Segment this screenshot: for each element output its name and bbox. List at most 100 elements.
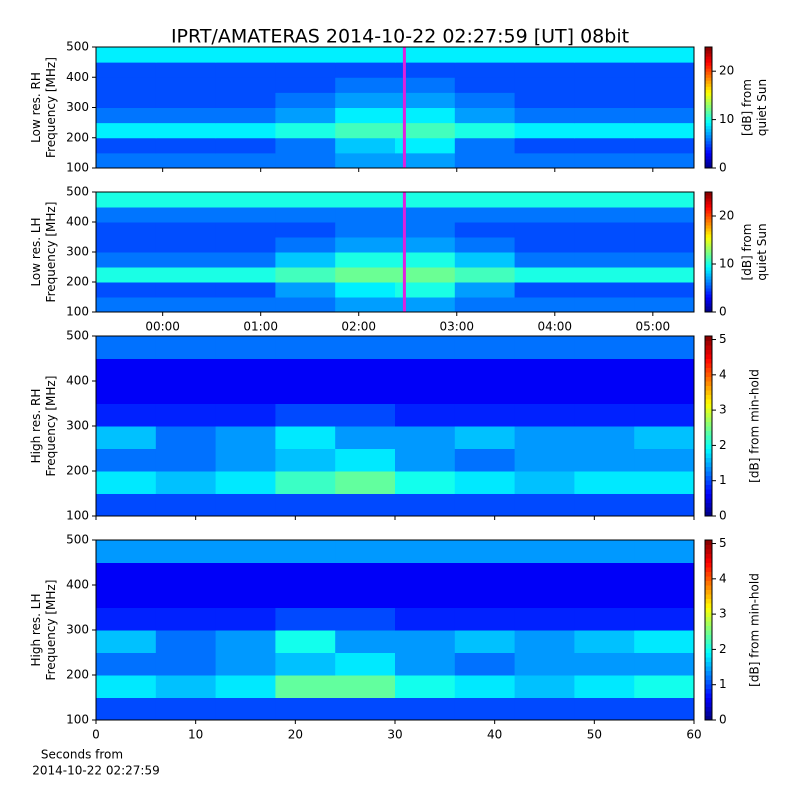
colorbar-segment [705,466,712,472]
heat-cell [454,77,516,93]
y-axis-label: Frequency [MHz] [44,580,58,681]
heat-cell [454,47,516,63]
colorbar-segment [705,666,712,671]
heat-cell [215,297,276,313]
heat-cell [215,192,276,208]
heat-cell [454,207,516,223]
heat-cell [96,358,157,382]
colorbar-segment [705,562,712,568]
colorbar-segment [705,675,712,680]
heat-cell [574,92,635,108]
heat-cell [215,562,276,586]
y-tick-label: 200 [66,130,89,144]
heat-cell [395,448,456,472]
heat-cell [634,403,695,427]
heat-cell [634,282,695,298]
heat-cell [634,237,695,253]
heat-cell [335,62,396,78]
heat-cell [215,107,276,124]
heat-cell [155,222,217,238]
heat-cell [96,47,157,63]
colorbar-segment [705,603,712,608]
heat-cell [454,237,516,253]
colorbar-label: [dB] from [740,79,754,136]
heat-cell [514,562,575,586]
heat-cell [335,697,396,721]
colorbar-segment [705,540,712,545]
heat-cell [335,358,396,382]
heat-cell [335,77,396,93]
colorbar-segment [705,119,712,124]
heat-cell [395,282,456,298]
heat-cell [275,697,336,721]
heat-cell [275,493,336,517]
heat-cell [454,92,516,108]
heat-cell [514,697,575,721]
heat-cell [335,403,396,427]
colorbar-segment [705,261,712,265]
heat-cell [275,585,336,608]
heat-cell [96,207,157,223]
x-tick-label: 40 [487,728,502,742]
heat-cell [395,607,456,631]
colorbar-segment [705,679,712,685]
colorbar-segment [705,426,712,431]
heat-cell [155,192,217,208]
colorbar-segment [705,98,712,102]
heat-cell [395,403,456,427]
colorbar-tick-label: 4 [719,571,727,585]
heat-cell [574,192,635,208]
heat-cell [96,252,157,268]
y-tick-label: 200 [66,668,89,682]
heat-cell [275,47,336,63]
heat-cell [96,222,157,238]
heat-cell [514,47,575,63]
colorbar-segment [705,621,712,626]
x-tick-label: 20 [288,728,303,742]
heat-cell [514,92,575,108]
colorbar-segment [705,484,712,490]
heat-cell [275,675,336,698]
heat-cell [335,493,396,517]
heat-cell [335,585,396,608]
colorbar-segment [705,158,712,163]
x-tick-label: 50 [587,728,602,742]
colorbar-segment [705,412,712,418]
colorbar-segment [705,50,712,54]
colorbar-segment [705,92,712,96]
heat-cell [275,471,336,494]
heat-cell [335,282,396,298]
colorbar-segment [705,580,712,586]
heat-cell [454,122,516,139]
heat-cell [335,381,396,404]
heat-cell [574,47,635,63]
colorbar-segment [705,291,712,295]
heat-cell [514,471,575,494]
colorbar-segment [705,164,712,169]
heat-cell [215,252,276,268]
y-axis-label: Frequency [MHz] [44,376,58,477]
colorbar-segment [705,643,712,649]
heat-cell [514,585,575,608]
colorbar-segment [705,544,712,550]
heat-cell [215,607,276,631]
colorbar-tick-label: 2 [719,642,727,656]
colorbar-segment [705,612,712,617]
heat-cell [275,207,336,223]
colorbar-segment [705,625,712,631]
heat-cell [275,252,336,268]
heat-cell [454,675,516,698]
heat-cell [454,222,516,238]
y-tick-label: 500 [66,185,89,199]
heat-cell [96,403,157,427]
colorbar-tick-label: 0 [719,305,727,319]
colorbar-segment [705,101,712,105]
colorbar-segment [705,502,712,508]
heat-cell [514,122,575,139]
heat-cell [155,267,217,283]
colorbar-segment [705,234,712,238]
heat-cell [275,540,336,563]
colorbar-segment [705,80,712,84]
heat-cell [215,426,276,449]
colorbar-segment [705,270,712,274]
